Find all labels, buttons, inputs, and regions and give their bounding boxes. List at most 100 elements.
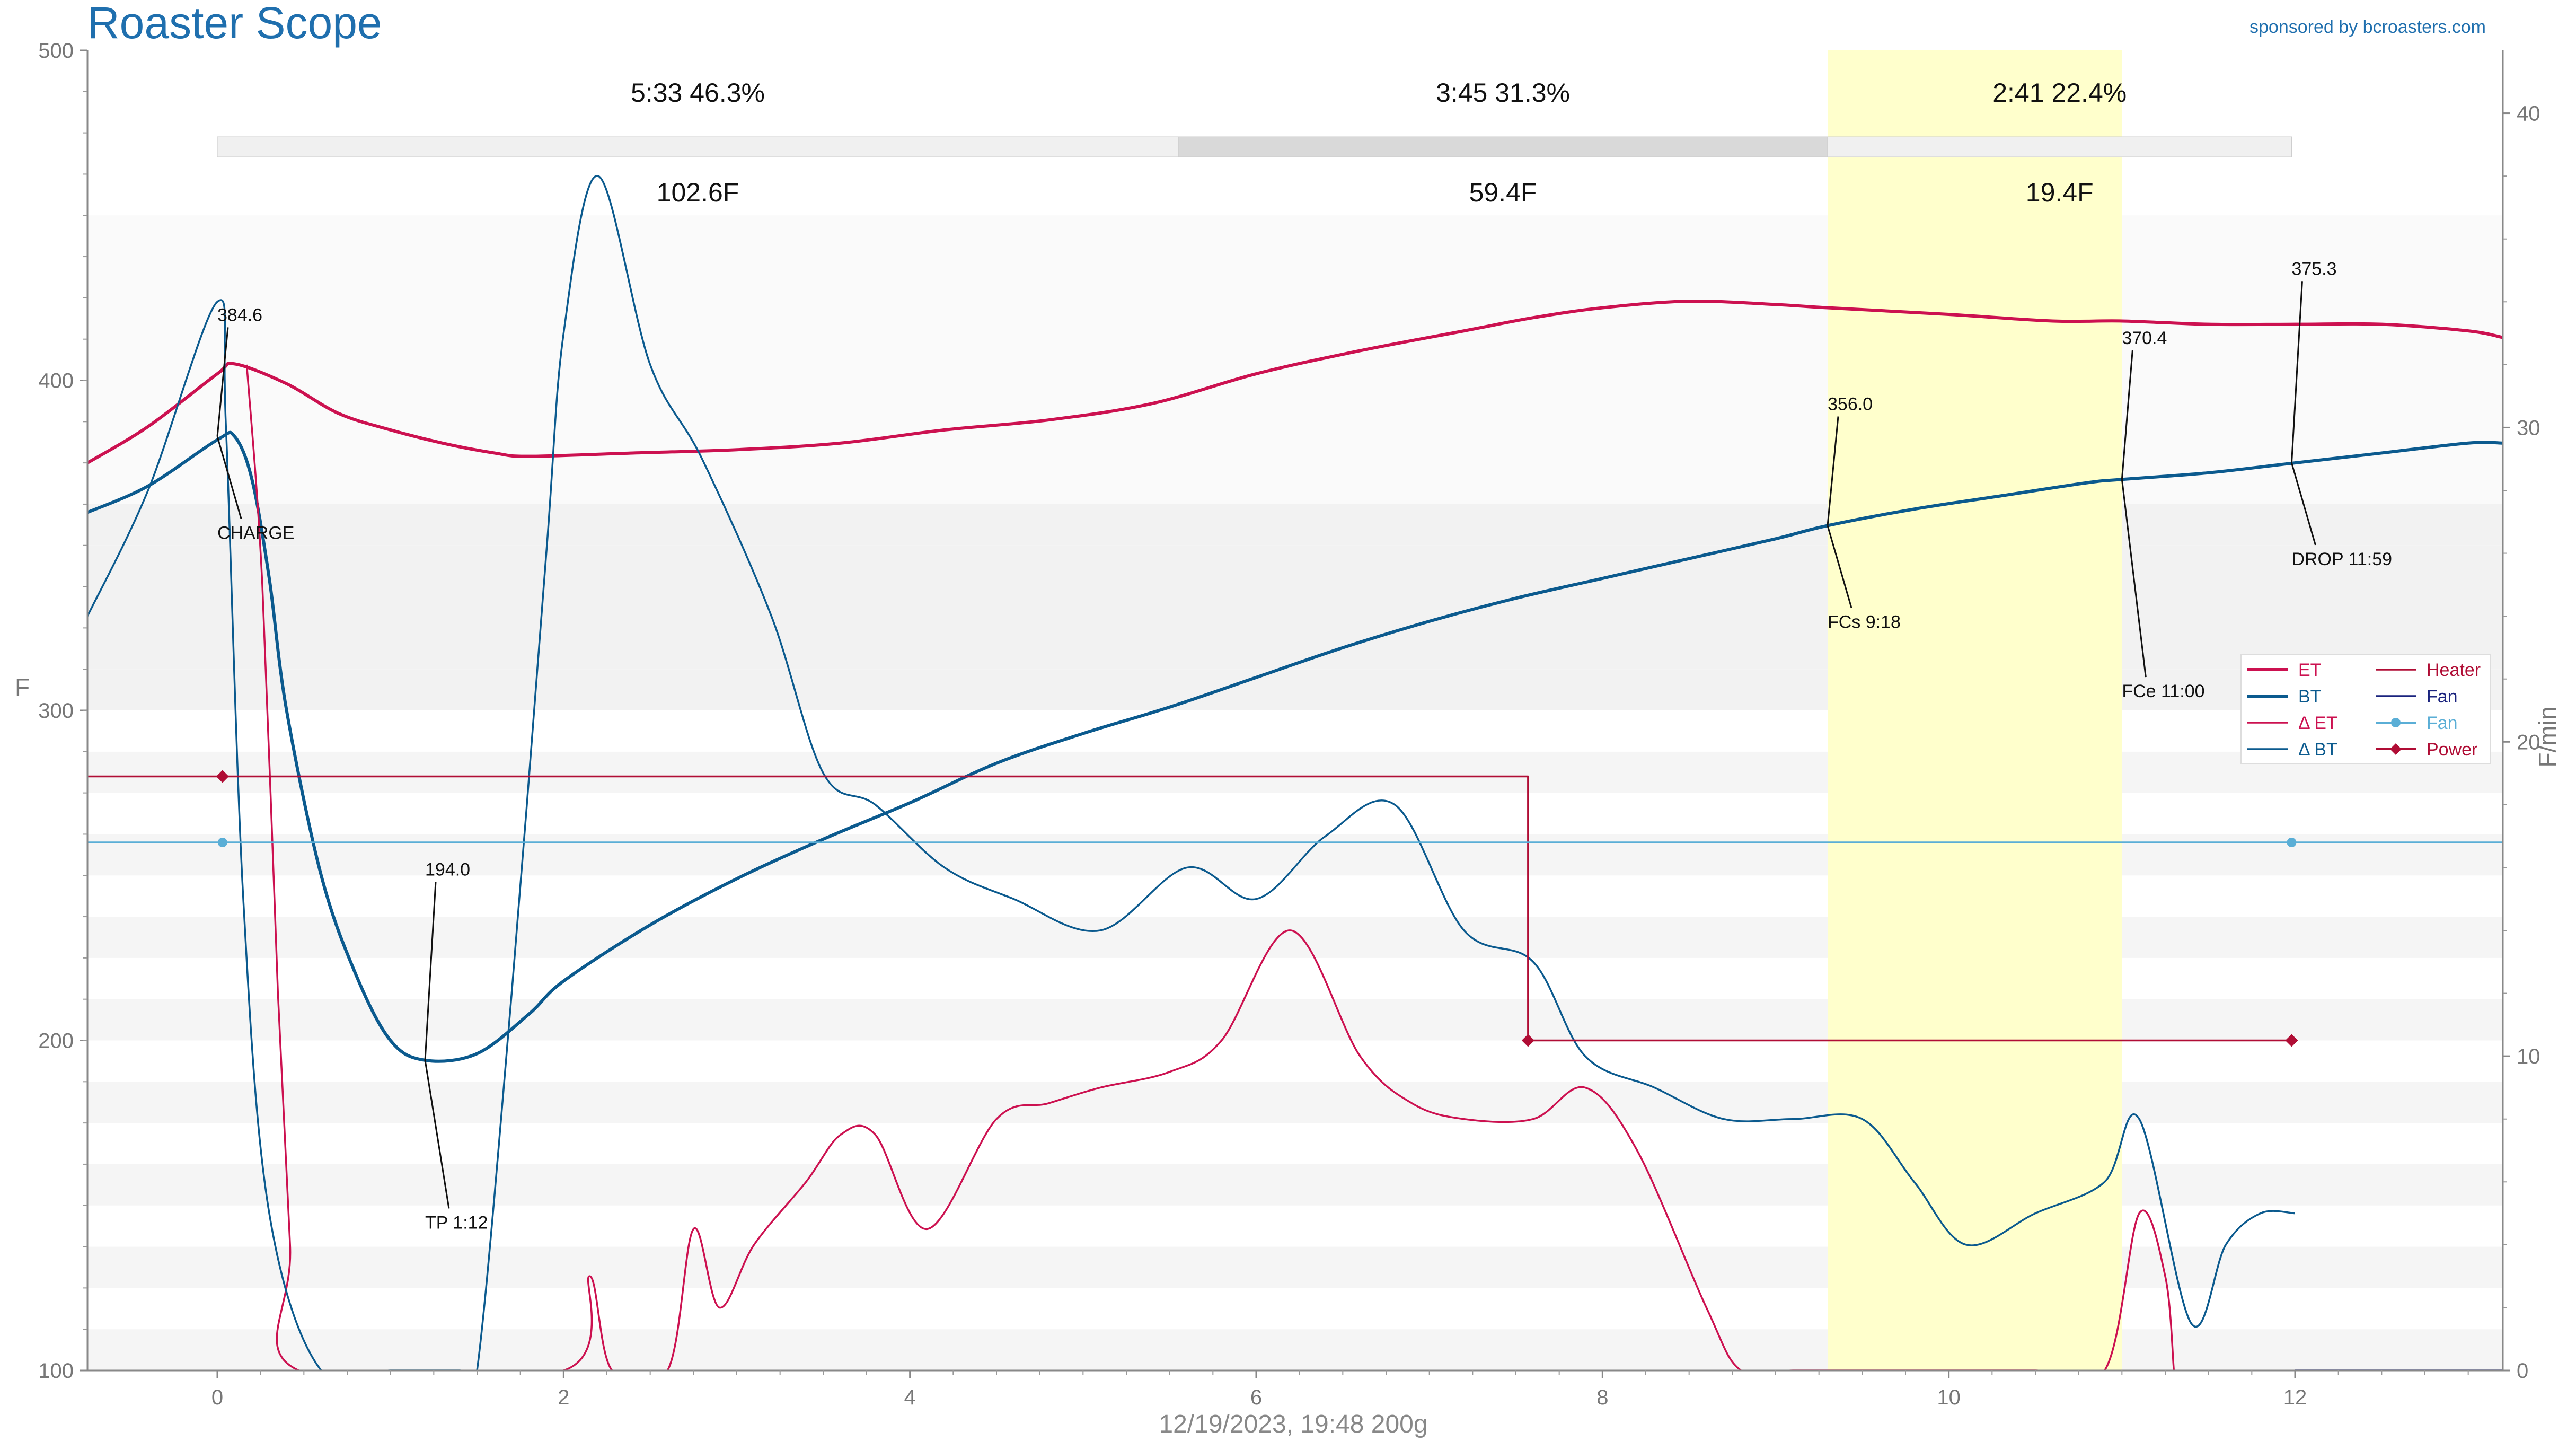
legend: ET Heater BT Fan Δ ET Fan Δ BT Power [2240, 654, 2491, 764]
legend-label: Δ BT [2298, 740, 2337, 760]
legend-box [2240, 654, 2491, 764]
x-tick-label: 8 [1596, 1386, 1608, 1409]
background-stripe [87, 1164, 2503, 1206]
phase-bar: 5:33 46.3% 102.6F 3:45 31.3% 59.4F 2:41 22.4… [217, 78, 2292, 207]
y2-tick-label: 40 [2517, 102, 2540, 126]
y-tick-label: 100 [38, 1359, 74, 1383]
annotation-label: DROP 11:59 [2291, 549, 2392, 569]
legend-label: Heater [2427, 660, 2481, 680]
annotation-leader [216, 436, 242, 519]
background-stripe [87, 545, 2503, 587]
annotation-leader [424, 1060, 450, 1209]
annotation-label: TP 1:12 [425, 1212, 488, 1233]
delta-et-line [245, 364, 2175, 1370]
legend-label: Power [2427, 740, 2477, 760]
background-stripe [87, 1329, 2503, 1370]
legend-label: Fan [2427, 687, 2458, 707]
y2-tick-label: 20 [2517, 731, 2540, 754]
legend-label: BT [2298, 687, 2321, 707]
sponsor-link[interactable]: sponsored by bcroasters.com [2249, 17, 2486, 37]
x-tick-label: 10 [1937, 1386, 1961, 1409]
background-stripe [87, 504, 2503, 546]
phase-time-percent: 5:33 46.3% [631, 78, 765, 108]
phase-segment [1827, 136, 2292, 157]
axes: 0 2 4 6 8 10 12 100 200 300 400 500 0 10 20 30 40 [38, 39, 2540, 1409]
phase-segment [217, 136, 1179, 157]
annotation-label: CHARGE [217, 523, 294, 543]
phase-temp-rise: 59.4F [1469, 178, 1537, 207]
development-band [1828, 50, 2122, 1370]
background-stripe [87, 793, 2503, 834]
fan-marker [2287, 838, 2297, 847]
phase-segment [1178, 136, 1828, 157]
phase-time-percent: 2:41 22.4% [1992, 78, 2127, 108]
heater-line [87, 775, 2295, 1042]
legend-swatch-marker [2390, 743, 2402, 755]
bt-line [87, 430, 2503, 1063]
y2-tick-label: 10 [2517, 1045, 2540, 1068]
annotation-leader [1827, 416, 1839, 526]
phase-temp-rise: 102.6F [657, 178, 739, 207]
background-stripe [87, 380, 2503, 422]
annotation-value: 194.0 [425, 859, 470, 880]
background-stripe [87, 421, 2503, 463]
annotation-leader [424, 882, 437, 1060]
phase-time-percent: 3:45 31.3% [1436, 78, 1570, 108]
legend-label: ET [2298, 660, 2321, 680]
x-tick-label: 12 [2283, 1386, 2307, 1409]
background-stripe [87, 586, 2503, 628]
annotation-leader [2121, 350, 2133, 480]
x-tick-label: 4 [904, 1386, 916, 1409]
event-annotations: 384.6 CHARGE 194.0 TP 1:12 356.0 FCs 9:18 370.… [216, 259, 2392, 1233]
background-stripe [87, 257, 2503, 298]
annotation-leader [2290, 281, 2303, 463]
background-stripe [87, 1082, 2503, 1123]
y-tick-label: 500 [38, 39, 74, 63]
background-stripe [87, 1288, 2503, 1330]
background-stripe [87, 463, 2503, 504]
y-axis-label: F [15, 673, 30, 701]
annotation-value: 370.4 [2122, 328, 2167, 348]
y-tick-label: 300 [38, 699, 74, 723]
annotation-label: FCe 11:00 [2122, 681, 2204, 701]
x-tick-label: 0 [211, 1386, 223, 1409]
series-clip-group [87, 175, 2503, 1370]
y2-tick-label: 30 [2517, 416, 2540, 440]
legend-label: Δ ET [2298, 713, 2337, 733]
x-tick-label: 6 [1250, 1386, 1262, 1409]
y2-axis-label: F/min [2534, 707, 2561, 768]
footer-roast-info: 12/19/2023, 19:48 200g [1159, 1410, 1427, 1438]
background-stripe [87, 999, 2503, 1041]
y-tick-label: 200 [38, 1030, 74, 1053]
annotation-label: FCs 9:18 [1828, 612, 1901, 632]
background-stripe [87, 215, 2503, 257]
background-stripe [87, 875, 2503, 917]
power-marker [1521, 1034, 1534, 1047]
legend-label: Fan [2427, 713, 2458, 733]
et-line [87, 299, 2503, 464]
power-marker [216, 770, 229, 783]
annotation-leader [216, 327, 229, 437]
background-bands [87, 215, 2503, 1370]
background-stripe [87, 751, 2503, 793]
fan-marker [217, 838, 227, 847]
phase-temp-rise: 19.4F [2026, 178, 2094, 207]
background-stripe [87, 1123, 2503, 1164]
y-tick-label: 400 [38, 370, 74, 393]
background-stripe [87, 1246, 2503, 1288]
background-stripe [87, 710, 2503, 752]
background-stripe [87, 957, 2503, 999]
annotation-leader [1827, 525, 1852, 608]
annotation-leader [2291, 462, 2316, 546]
annotation-value: 384.6 [217, 305, 262, 325]
series-layer [87, 175, 2503, 1370]
delta-bt-line [87, 175, 2296, 1370]
annotation-value: 375.3 [2291, 259, 2336, 279]
y2-tick-label: 0 [2517, 1359, 2528, 1383]
background-stripe [87, 917, 2503, 958]
x-tick-label: 2 [558, 1386, 569, 1409]
annotation-value: 356.0 [1828, 394, 1873, 415]
annotation-leader [2121, 479, 2147, 678]
